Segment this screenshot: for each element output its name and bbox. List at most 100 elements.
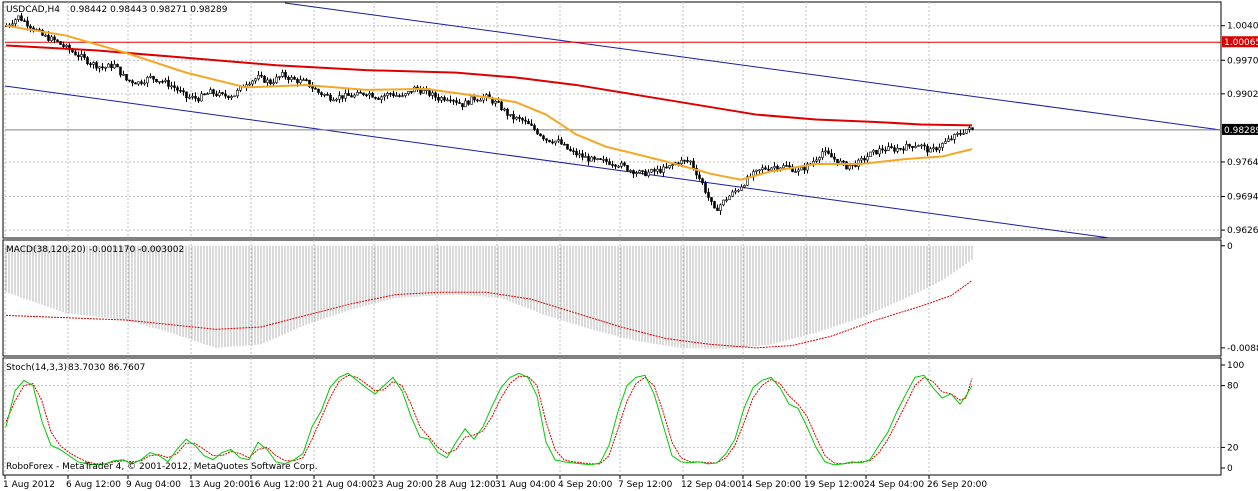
candle-body <box>761 167 764 170</box>
candle-body <box>449 99 452 102</box>
candle-body <box>299 79 302 84</box>
candle-body <box>11 23 14 26</box>
candle <box>572 147 575 155</box>
candle <box>341 95 344 103</box>
candle <box>881 144 884 154</box>
candle-body <box>905 143 908 151</box>
candle-body <box>395 95 398 97</box>
candle-body <box>782 165 785 169</box>
candle <box>476 98 479 103</box>
candle-body <box>665 166 668 169</box>
axis-labels: 1 Aug 2012 6 Aug 12:00 9 Aug 04:00 13 Aug 2… <box>3 22 1258 490</box>
candle <box>953 133 956 144</box>
candle <box>896 144 899 154</box>
candle <box>179 86 182 94</box>
candle <box>563 141 566 146</box>
candle-body <box>764 167 767 170</box>
candle-body <box>320 92 323 96</box>
price-panel[interactable] <box>2 1 1222 239</box>
candle-body <box>401 95 404 97</box>
candle <box>950 135 953 141</box>
candle-body <box>617 165 620 168</box>
candle <box>110 60 113 71</box>
candle <box>221 91 224 96</box>
candle <box>404 93 407 98</box>
candle <box>905 140 908 151</box>
stoch-y-tick-label: 0 <box>1227 464 1233 474</box>
candle <box>431 89 434 100</box>
candle-body <box>878 148 881 155</box>
candle-body <box>818 157 821 161</box>
candle-body <box>611 164 614 166</box>
candle <box>161 79 164 84</box>
candle-body <box>62 44 65 47</box>
candle <box>56 39 59 43</box>
candle-body <box>770 167 773 171</box>
candle-body <box>194 95 197 99</box>
candle <box>422 86 425 94</box>
candle <box>575 148 578 158</box>
stoch-series <box>5 372 973 466</box>
candle-body <box>701 178 704 184</box>
candle <box>584 152 587 158</box>
stoch-title: Stoch(14,3,3) <box>6 363 67 373</box>
candle-body <box>593 156 596 160</box>
candle <box>518 114 521 123</box>
candle-body <box>23 20 26 22</box>
candle <box>212 88 215 97</box>
candle <box>251 79 254 88</box>
candle <box>464 97 467 108</box>
candle <box>257 71 260 81</box>
candle-body <box>710 197 713 202</box>
candle-body <box>722 199 725 206</box>
candle-body <box>188 96 191 99</box>
candle <box>962 129 965 135</box>
candle <box>599 158 602 160</box>
candle-body <box>896 147 899 152</box>
candle <box>587 153 590 166</box>
candle-body <box>377 97 380 100</box>
candle-body <box>602 159 605 161</box>
candle-body <box>893 147 896 152</box>
candle <box>461 103 464 111</box>
candle-body <box>89 63 92 65</box>
candle <box>215 90 218 98</box>
candle <box>662 164 665 177</box>
candle-body <box>521 118 524 121</box>
candle <box>287 75 290 84</box>
candle <box>152 75 155 84</box>
channel-lower-line <box>4 85 1111 239</box>
candle-body <box>296 79 299 84</box>
candle <box>629 169 632 174</box>
candle-body <box>476 99 479 102</box>
candle-body <box>836 158 839 164</box>
candle <box>632 169 635 178</box>
x-tick-label: 13 Aug 20:00 <box>189 480 250 490</box>
candle-body <box>638 170 641 173</box>
stoch-panel[interactable] <box>2 357 1222 476</box>
candle <box>383 93 386 101</box>
candle-body <box>929 148 932 153</box>
candle-body <box>272 82 275 85</box>
candle-body <box>668 165 671 169</box>
candle-body <box>161 80 164 83</box>
candle-body <box>587 156 590 162</box>
candle <box>908 143 911 149</box>
candle <box>887 142 890 151</box>
candle-body <box>233 95 236 98</box>
candle-body <box>704 182 707 193</box>
candle-body <box>500 101 503 111</box>
candle <box>218 89 221 98</box>
candle <box>299 75 302 85</box>
candle-body <box>392 93 395 97</box>
candle <box>362 92 365 97</box>
candle-body <box>314 88 317 90</box>
candle <box>125 74 128 82</box>
candle-body <box>212 89 215 95</box>
candle <box>524 116 527 125</box>
candle-body <box>452 99 455 102</box>
candle-body <box>275 76 278 83</box>
candle <box>200 90 203 102</box>
